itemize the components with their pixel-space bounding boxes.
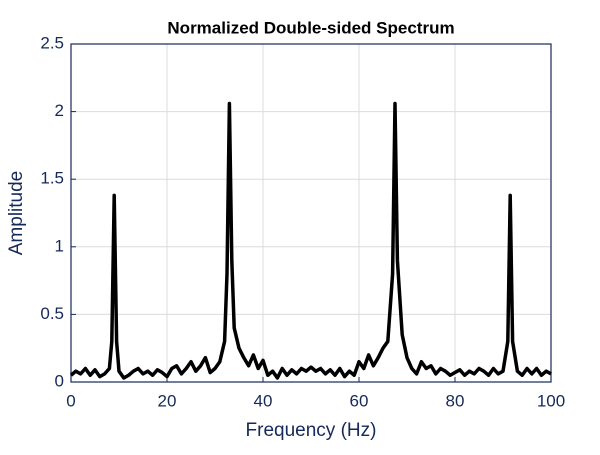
x-tick-label: 80 bbox=[446, 391, 465, 410]
x-tick-label: 40 bbox=[254, 391, 273, 410]
data-line bbox=[69, 101, 552, 380]
x-tick-label: 100 bbox=[537, 391, 565, 410]
y-tick-label: 0.5 bbox=[40, 304, 64, 323]
y-tick-label: 1 bbox=[55, 236, 64, 255]
y-tick-label: 2 bbox=[55, 101, 64, 120]
chart-title: Normalized Double-sided Spectrum bbox=[167, 18, 454, 37]
y-tick-label: 1.5 bbox=[40, 169, 64, 188]
y-axis-label: Amplitude bbox=[6, 171, 27, 256]
x-tick-label: 60 bbox=[350, 391, 369, 410]
x-tick-label: 20 bbox=[158, 391, 177, 410]
y-tick-label: 0 bbox=[55, 371, 64, 390]
x-tick-label: 0 bbox=[66, 391, 75, 410]
y-tick-label: 2.5 bbox=[40, 33, 64, 52]
axes-box bbox=[70, 43, 552, 383]
x-axis-label: Frequency (Hz) bbox=[246, 420, 377, 441]
